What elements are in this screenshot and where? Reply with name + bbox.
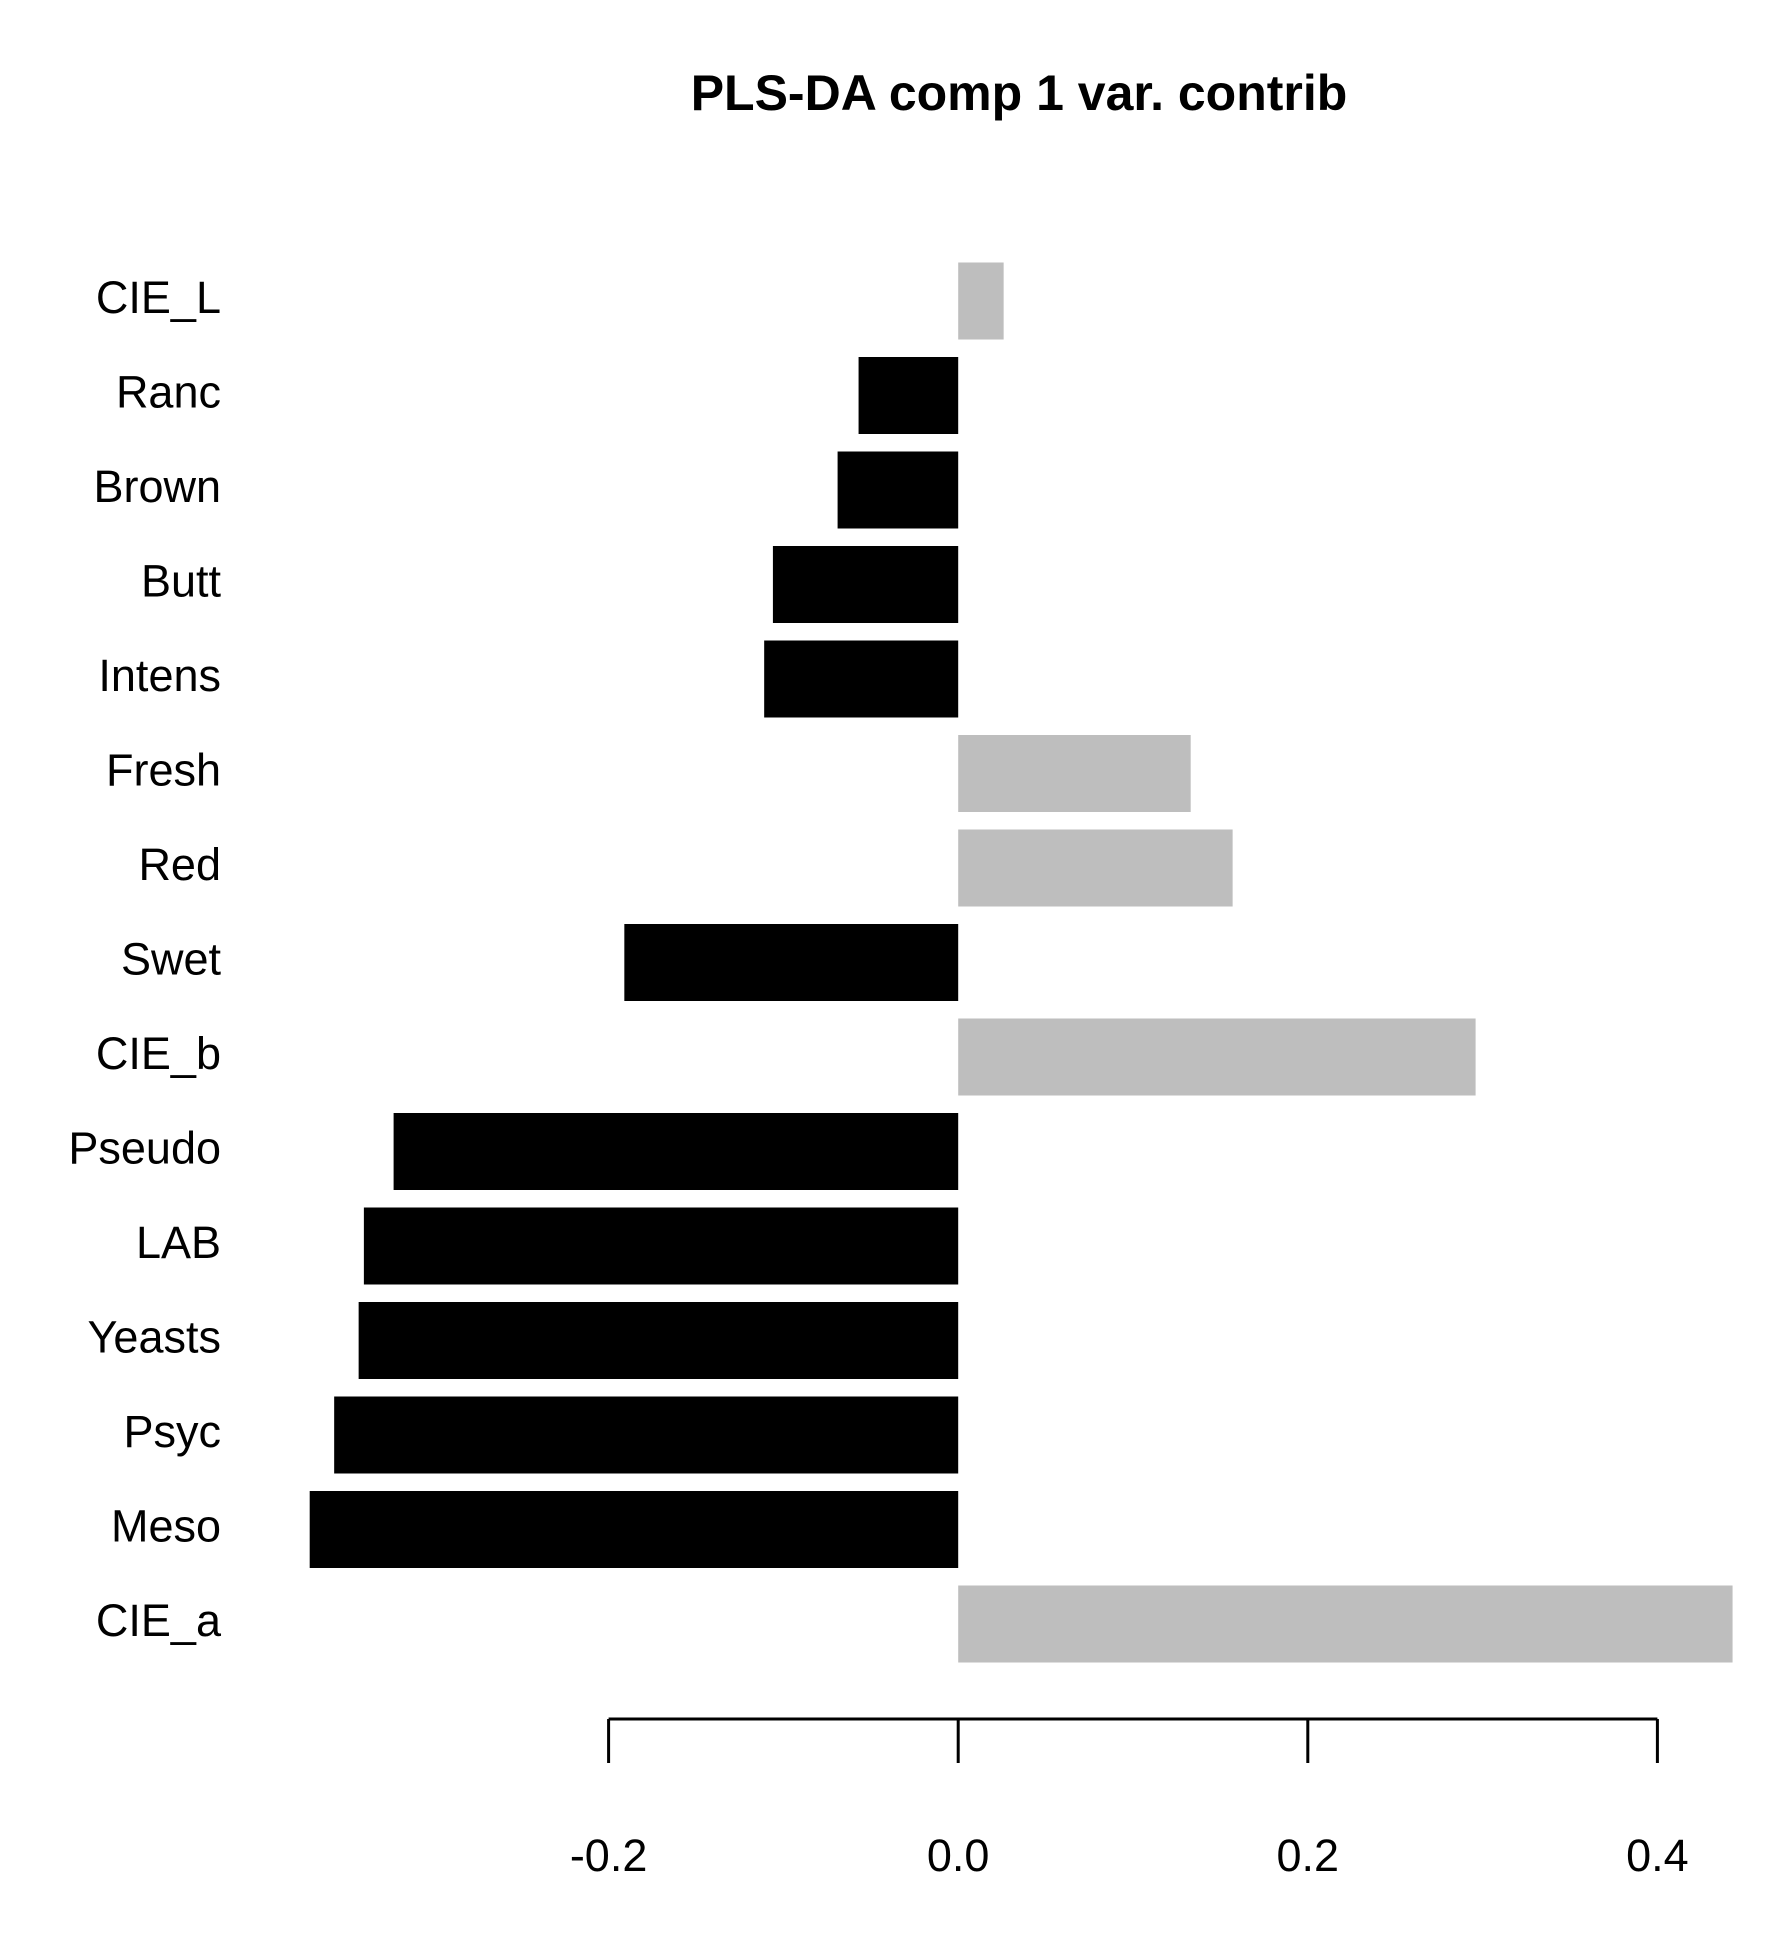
bar [393,1113,959,1190]
bar [958,735,1191,812]
bar [837,451,959,529]
bar [958,1018,1476,1096]
y-tick-label: CIE_b [96,1028,221,1079]
bar [858,357,959,434]
y-tick-label: Yeasts [88,1311,221,1362]
bar [363,1207,959,1285]
y-tick-label: LAB [136,1217,221,1268]
y-tick-label: Fresh [106,744,221,795]
x-tick-label: 0.4 [1626,1830,1689,1881]
y-tick-label: Pseudo [68,1122,221,1173]
x-tick-label: 0.0 [927,1830,990,1881]
bar [624,924,959,1001]
y-tick-label: CIE_L [96,272,221,323]
bar [764,640,959,718]
bar [958,262,1004,340]
x-tick-label: -0.2 [570,1830,648,1881]
bar [309,1491,959,1568]
y-tick-label: Swet [121,933,222,984]
y-tick-label: Ranc [116,366,221,417]
y-tick-label: Brown [93,461,221,512]
bar [772,546,959,623]
y-tick-label: Red [138,839,221,890]
bar [334,1396,959,1474]
bar [958,1585,1733,1663]
y-tick-label: Intens [98,650,221,701]
x-tick-label: 0.2 [1277,1830,1340,1881]
bar [358,1302,959,1379]
y-tick-label: Meso [111,1500,221,1551]
y-tick-label: Psyc [123,1406,221,1457]
y-tick-label: Butt [141,555,222,606]
bar [958,829,1233,907]
chart-title: PLS-DA comp 1 var. contrib [691,65,1348,121]
y-tick-label: CIE_a [96,1595,222,1646]
